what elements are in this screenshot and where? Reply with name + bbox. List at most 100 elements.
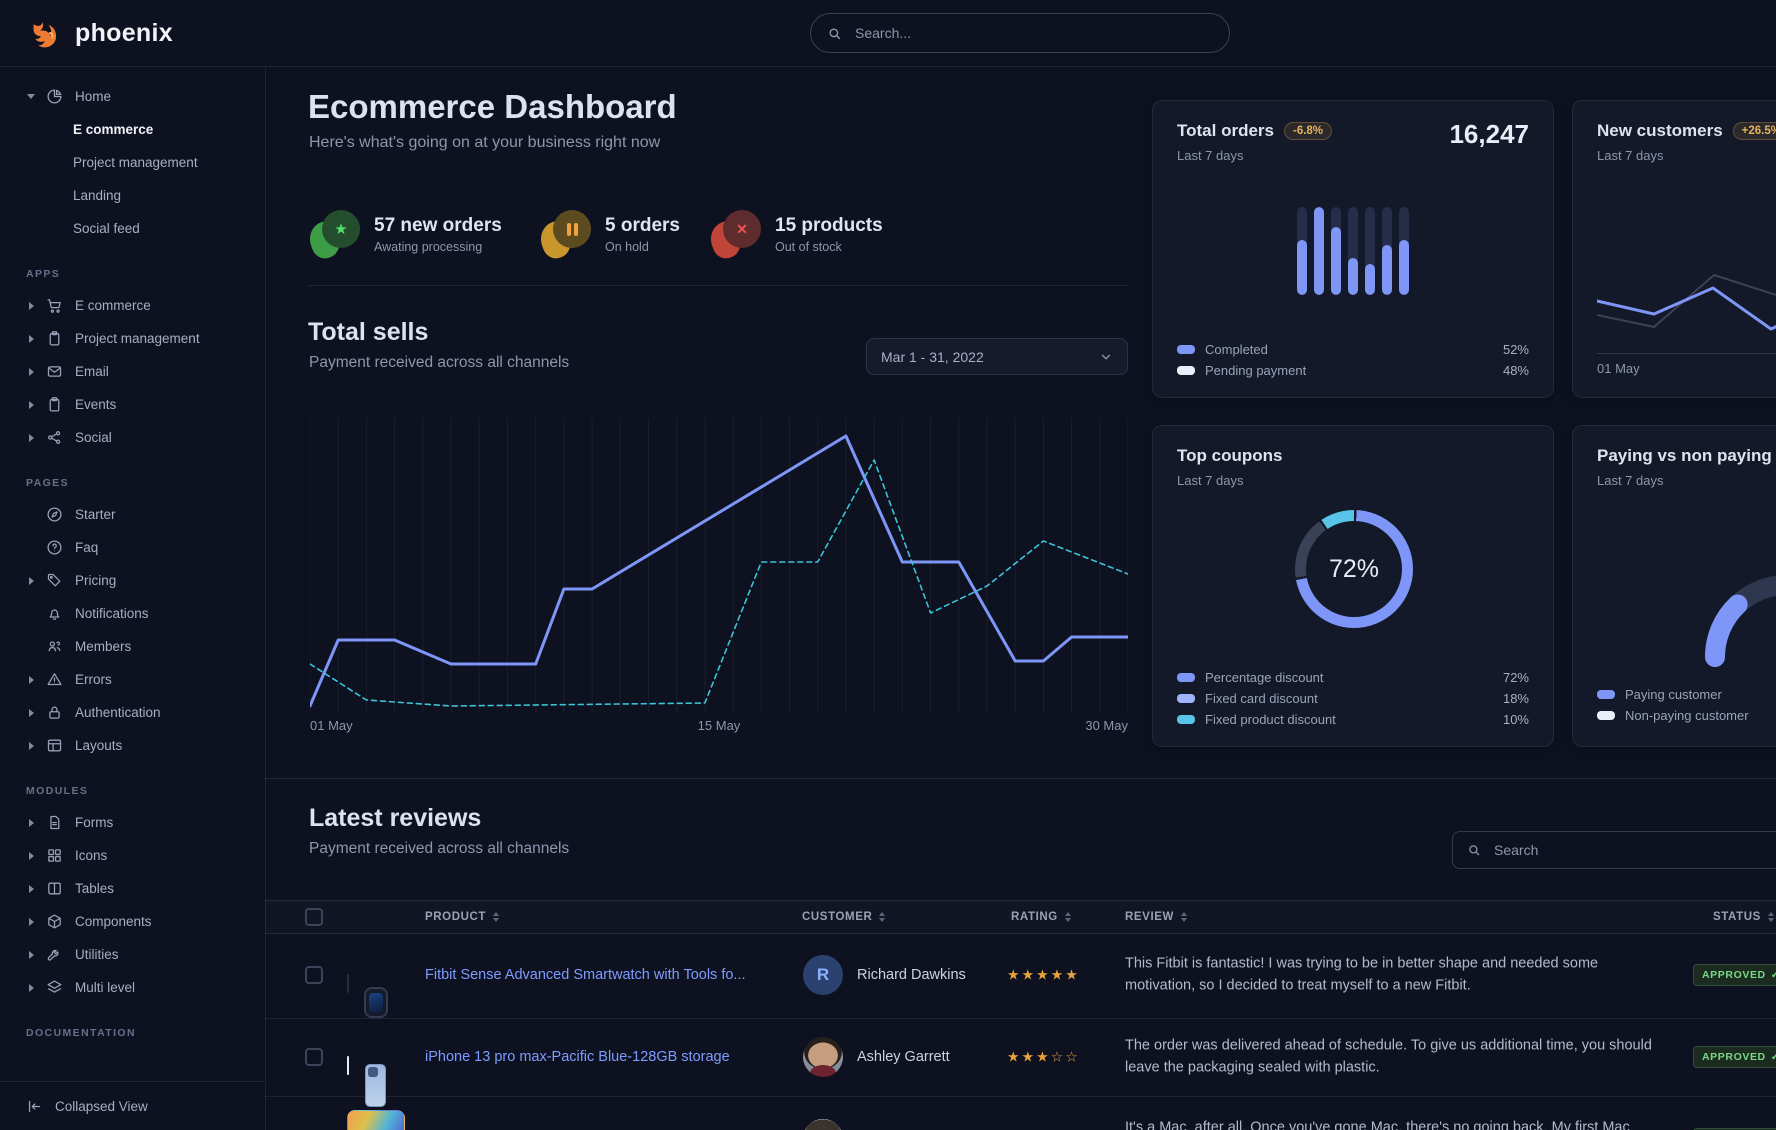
sort-icon xyxy=(1180,912,1187,922)
sidebar-item-label: Authentication xyxy=(75,705,161,720)
stat-caption: Awating processing xyxy=(374,239,483,254)
select-all-checkbox[interactable] xyxy=(305,908,323,926)
stat-value: 57 new orders xyxy=(374,214,502,236)
sidebar-section-modules: MODULES xyxy=(26,785,89,797)
legend-row: Percentage discount 72% xyxy=(1177,667,1529,688)
new-customers-card: New customers +26.5% Last 7 days 01 May xyxy=(1572,100,1776,398)
pie-chart-icon xyxy=(46,88,65,105)
sidebar-item-starter[interactable]: Starter xyxy=(0,498,265,531)
global-search-input[interactable] xyxy=(853,24,1213,42)
sidebar-item-errors[interactable]: Errors xyxy=(0,663,265,696)
table-row: Fitbit Sense Advanced Smartwatch with To… xyxy=(265,932,1776,1019)
sidebar-item-utilities[interactable]: Utilities xyxy=(0,938,265,971)
product-link[interactable]: Fitbit Sense Advanced Smartwatch with To… xyxy=(425,967,746,983)
divider xyxy=(308,285,1128,286)
legend-label: Pending payment xyxy=(1205,363,1307,378)
sidebar-item-social[interactable]: Social xyxy=(0,421,265,454)
sidebar-item-multi-level[interactable]: Multi level xyxy=(0,971,265,1004)
column-header-customer[interactable]: CUSTOMER xyxy=(802,901,886,933)
customer-name: Richard Dawkins xyxy=(857,967,966,983)
users-icon xyxy=(46,638,65,655)
sidebar-item-layouts[interactable]: Layouts xyxy=(0,729,265,762)
sidebar-item-forms[interactable]: Forms xyxy=(0,806,265,839)
sidebar-item-icons[interactable]: Icons xyxy=(0,839,265,872)
collapsed-view-label: Collapsed View xyxy=(55,1098,148,1114)
sidebar-item-project-management[interactable]: Project management xyxy=(0,146,265,179)
sidebar-item-landing[interactable]: Landing xyxy=(0,179,265,212)
caret-right-icon xyxy=(26,884,36,893)
caret-right-icon xyxy=(26,367,36,376)
sidebar-item-home[interactable]: Home xyxy=(0,80,265,113)
row-checkbox[interactable] xyxy=(305,966,323,984)
page-title: Ecommerce Dashboard xyxy=(308,88,677,125)
compass-icon xyxy=(46,506,65,523)
card-period: Last 7 days xyxy=(1597,473,1664,488)
top-navbar: phoenix xyxy=(0,0,1776,67)
column-header-review[interactable]: REVIEW xyxy=(1125,901,1187,933)
sidebar-item-components[interactable]: Components xyxy=(0,905,265,938)
sort-icon xyxy=(1767,912,1774,922)
clipboard-icon xyxy=(46,396,65,413)
out-of-stock-badge: ✕ xyxy=(705,210,761,263)
sidebar-item-members[interactable]: Members xyxy=(0,630,265,663)
order-bar xyxy=(1348,207,1358,295)
sidebar-section-pages: PAGES xyxy=(26,477,69,489)
sidebar-item-tables[interactable]: Tables xyxy=(0,872,265,905)
on-hold-badge xyxy=(535,210,591,263)
avatar[interactable] xyxy=(803,1037,843,1077)
legend-value: 52% xyxy=(1502,342,1529,357)
avatar[interactable] xyxy=(803,1119,843,1130)
sidebar-item-authentication[interactable]: Authentication xyxy=(0,696,265,729)
sidebar-item-ecommerce[interactable]: E commerce xyxy=(0,113,265,146)
sidebar-item-events[interactable]: Events xyxy=(0,388,265,421)
sidebar-item-label: Utilities xyxy=(75,947,119,962)
sidebar-item-project-management-app[interactable]: Project management xyxy=(0,322,265,355)
avatar[interactable]: R xyxy=(803,955,843,995)
legend-row: Pending payment 48% xyxy=(1177,360,1529,381)
date-range-select[interactable]: Mar 1 - 31, 2022 xyxy=(866,338,1128,375)
date-range-value: Mar 1 - 31, 2022 xyxy=(881,348,984,365)
column-header-product[interactable]: PRODUCT xyxy=(425,901,500,933)
global-search[interactable] xyxy=(810,13,1230,53)
sidebar-item-email[interactable]: Email xyxy=(0,355,265,388)
reviews-search[interactable] xyxy=(1452,831,1776,869)
card-period: Last 7 days xyxy=(1177,473,1244,488)
caret-right-icon xyxy=(26,983,36,992)
sidebar-item-social-feed[interactable]: Social feed xyxy=(0,212,265,245)
row-checkbox[interactable] xyxy=(305,1048,323,1066)
sort-icon xyxy=(879,912,886,922)
coupons-donut-chart xyxy=(1295,510,1413,628)
status-badge: APPROVED✓ xyxy=(1693,964,1776,986)
product-link[interactable]: iPhone 13 pro max-Pacific Blue-128GB sto… xyxy=(425,1049,730,1065)
legend-value: 48% xyxy=(1502,363,1529,378)
collapsed-view-toggle[interactable]: Collapsed View xyxy=(0,1081,265,1130)
package-icon xyxy=(46,913,65,930)
sidebar-item-label: Notifications xyxy=(75,606,149,621)
collapse-sidebar-icon xyxy=(26,1098,45,1115)
sidebar-item-pricing[interactable]: Pricing xyxy=(0,564,265,597)
caret-right-icon xyxy=(26,818,36,827)
card-title: Total orders xyxy=(1177,121,1274,140)
product-image-fitbit[interactable] xyxy=(347,974,349,993)
star-icon: ★ xyxy=(334,220,348,238)
column-header-status[interactable]: STATUS xyxy=(1713,901,1774,933)
tag-icon xyxy=(46,572,65,589)
review-text: This Fitbit is fantastic! I was trying t… xyxy=(1125,955,1599,994)
brand[interactable]: phoenix xyxy=(28,0,173,66)
stat-new-orders: ★ 57 new orders Awating processing xyxy=(304,210,502,263)
product-image-iphone[interactable] xyxy=(347,1056,349,1075)
sidebar-section-documentation: DOCUMENTATION xyxy=(26,1027,136,1039)
sidebar-item-notifications[interactable]: Notifications xyxy=(0,597,265,630)
sidebar-item-ecommerce-app[interactable]: E commerce xyxy=(0,289,265,322)
legend-label: Completed xyxy=(1205,342,1268,357)
legend-value: 72% xyxy=(1502,670,1529,685)
total-orders-card: Total orders -6.8% Last 7 days 16,247 Co… xyxy=(1152,100,1554,398)
total-sells-title: Total sells xyxy=(308,318,429,346)
total-sells-subtitle: Payment received across all channels xyxy=(309,354,570,371)
legend-row: Fixed card discount 18% xyxy=(1177,688,1529,709)
sidebar-item-label: Events xyxy=(75,397,117,412)
column-header-rating[interactable]: RATING xyxy=(1011,901,1071,933)
reviews-search-input[interactable] xyxy=(1492,841,1776,859)
product-image-imac[interactable] xyxy=(347,1110,405,1130)
sidebar-item-faq[interactable]: Faq xyxy=(0,531,265,564)
